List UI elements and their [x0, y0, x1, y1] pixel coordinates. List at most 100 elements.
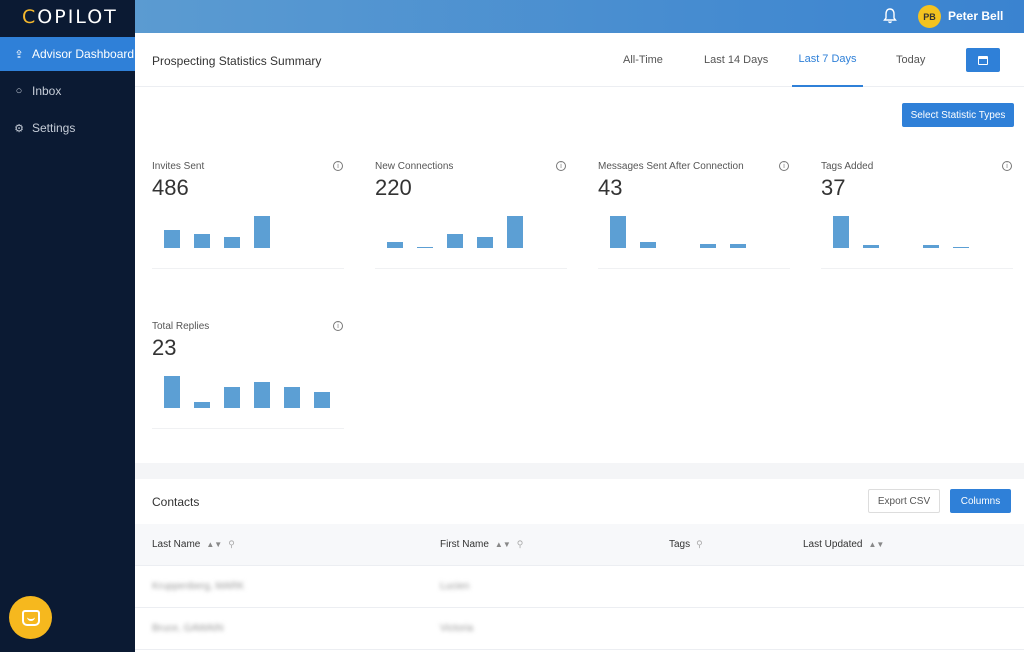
column-label: First Name	[440, 539, 489, 550]
contacts-title: Contacts	[152, 495, 200, 509]
stat-bar	[224, 387, 240, 408]
sidebar: C OPILOT ⇪ Advisor Dashboard ○ Inbox ⚙ Se…	[0, 0, 135, 652]
stat-bar-chart	[152, 211, 344, 269]
info-icon[interactable]: i	[779, 161, 789, 171]
stat-bar	[224, 236, 240, 248]
sidebar-item-advisor-dashboard[interactable]: ⇪ Advisor Dashboard	[0, 37, 135, 71]
inbox-icon: ○	[15, 85, 23, 97]
sidebar-item-label: Advisor Dashboard	[32, 47, 135, 61]
stat-bar	[447, 233, 463, 248]
user-name[interactable]: Peter Bell	[948, 9, 1004, 23]
stat-value: 220	[375, 175, 412, 200]
stat-bar	[507, 216, 523, 248]
stat-bar	[833, 216, 849, 248]
sort-icon[interactable]: ▲▼	[868, 540, 885, 549]
info-icon[interactable]: i	[333, 321, 343, 331]
stat-value: 43	[598, 175, 623, 200]
stat-card-total-replies: Total Replies i 23	[152, 321, 352, 461]
chat-launcher-button[interactable]	[9, 596, 52, 639]
table-row[interactable]: Bruce, GAWAIN Victoria	[135, 608, 1024, 650]
column-last-updated[interactable]: Last Updated ▲▼	[803, 539, 884, 550]
avatar[interactable]: PB	[918, 5, 941, 28]
stat-bar-chart	[152, 371, 344, 429]
stat-bar-chart	[375, 211, 567, 269]
cell-last-name: Kruppenberg, MARK	[152, 581, 245, 592]
stat-bar	[254, 381, 270, 408]
logo-letter: C	[22, 5, 38, 28]
statistics-title: Prospecting Statistics Summary	[152, 54, 322, 68]
cell-last-name: Bruce, GAWAIN	[152, 623, 224, 634]
stat-value: 37	[821, 175, 846, 200]
sort-icon[interactable]: ▲▼	[494, 540, 511, 549]
column-last-name[interactable]: Last Name ▲▼ ⚲	[152, 539, 235, 550]
stat-bar	[730, 244, 746, 248]
stat-bar-chart	[821, 211, 1013, 269]
sidebar-item-label: Inbox	[32, 84, 62, 98]
calendar-button[interactable]	[966, 48, 1000, 72]
app-logo[interactable]: C OPILOT	[0, 0, 135, 33]
stat-value: 23	[152, 335, 177, 360]
stat-bar	[164, 230, 180, 248]
contacts-panel: Contacts Export CSV Columns Last Name ▲▼…	[135, 479, 1024, 652]
column-first-name[interactable]: First Name ▲▼ ⚲	[440, 539, 523, 550]
sidebar-item-label: Settings	[32, 121, 76, 135]
gear-icon: ⚙	[14, 122, 24, 135]
stat-bar	[477, 236, 493, 248]
cell-first-name: Victoria	[440, 623, 474, 634]
columns-button[interactable]: Columns	[950, 489, 1011, 513]
stat-bar	[700, 244, 716, 248]
tab-today[interactable]: Today	[896, 54, 926, 66]
stat-label: Messages Sent After Connection	[598, 161, 744, 172]
statistics-panel: Prospecting Statistics Summary All-Time …	[135, 33, 1024, 463]
info-icon[interactable]: i	[333, 161, 343, 171]
search-icon[interactable]: ⚲	[516, 539, 524, 549]
bell-icon[interactable]	[883, 8, 897, 24]
sort-icon[interactable]: ▲▼	[206, 540, 223, 549]
column-label: Last Name	[152, 539, 201, 550]
calendar-icon	[978, 55, 988, 65]
tab-all-time[interactable]: All-Time	[623, 54, 663, 66]
select-statistic-types-button[interactable]: Select Statistic Types	[902, 103, 1014, 127]
stat-card-messages-sent: Messages Sent After Connection i 43	[598, 161, 798, 301]
logo-text: OPILOT	[37, 5, 118, 28]
stat-card-tags-added: Tags Added i 37	[821, 161, 1021, 301]
stat-bar-chart	[598, 211, 790, 269]
cell-first-name: Lucien	[440, 581, 470, 592]
table-row[interactable]: Kruppenberg, MARK Lucien	[135, 566, 1024, 608]
tab-last-14-days[interactable]: Last 14 Days	[704, 54, 769, 66]
stat-bar	[194, 401, 210, 408]
column-label: Tags	[669, 539, 691, 550]
stat-bar	[314, 392, 330, 408]
stat-label: Total Replies	[152, 321, 210, 332]
stat-label: Invites Sent	[152, 161, 205, 172]
stat-bar	[863, 244, 879, 248]
stat-bar	[284, 387, 300, 408]
stat-bar	[417, 247, 433, 248]
stat-bar	[194, 233, 210, 248]
stat-card-new-connections: New Connections i 220	[375, 161, 575, 301]
sidebar-item-inbox[interactable]: ○ Inbox	[0, 74, 135, 108]
sidebar-item-settings[interactable]: ⚙ Settings	[0, 111, 135, 145]
search-icon[interactable]: ⚲	[228, 539, 235, 549]
tab-last-7-days[interactable]: Last 7 Days	[792, 33, 863, 87]
export-csv-button[interactable]: Export CSV	[868, 489, 940, 513]
stat-bar	[254, 216, 270, 248]
column-label: Last Updated	[803, 539, 863, 550]
chat-icon	[21, 609, 40, 626]
statistics-header: Prospecting Statistics Summary All-Time …	[135, 33, 1024, 87]
table-header: Last Name ▲▼ ⚲ First Name ▲▼ ⚲ Tags ⚲ La…	[135, 524, 1024, 566]
search-icon[interactable]: ⚲	[696, 539, 703, 549]
info-icon[interactable]: i	[1002, 161, 1012, 171]
stat-bar	[923, 244, 939, 248]
column-tags[interactable]: Tags ⚲	[669, 539, 703, 550]
stat-bar	[387, 241, 403, 248]
info-icon[interactable]: i	[556, 161, 566, 171]
stat-bar	[164, 376, 180, 408]
top-bar: PB Peter Bell	[135, 0, 1024, 33]
stat-card-invites-sent: Invites Sent i 486	[152, 161, 352, 301]
stat-label: New Connections	[375, 161, 454, 172]
stat-label: Tags Added	[821, 161, 874, 172]
stat-bar	[953, 246, 969, 248]
stat-bar	[640, 241, 656, 248]
stat-bar	[610, 216, 626, 248]
